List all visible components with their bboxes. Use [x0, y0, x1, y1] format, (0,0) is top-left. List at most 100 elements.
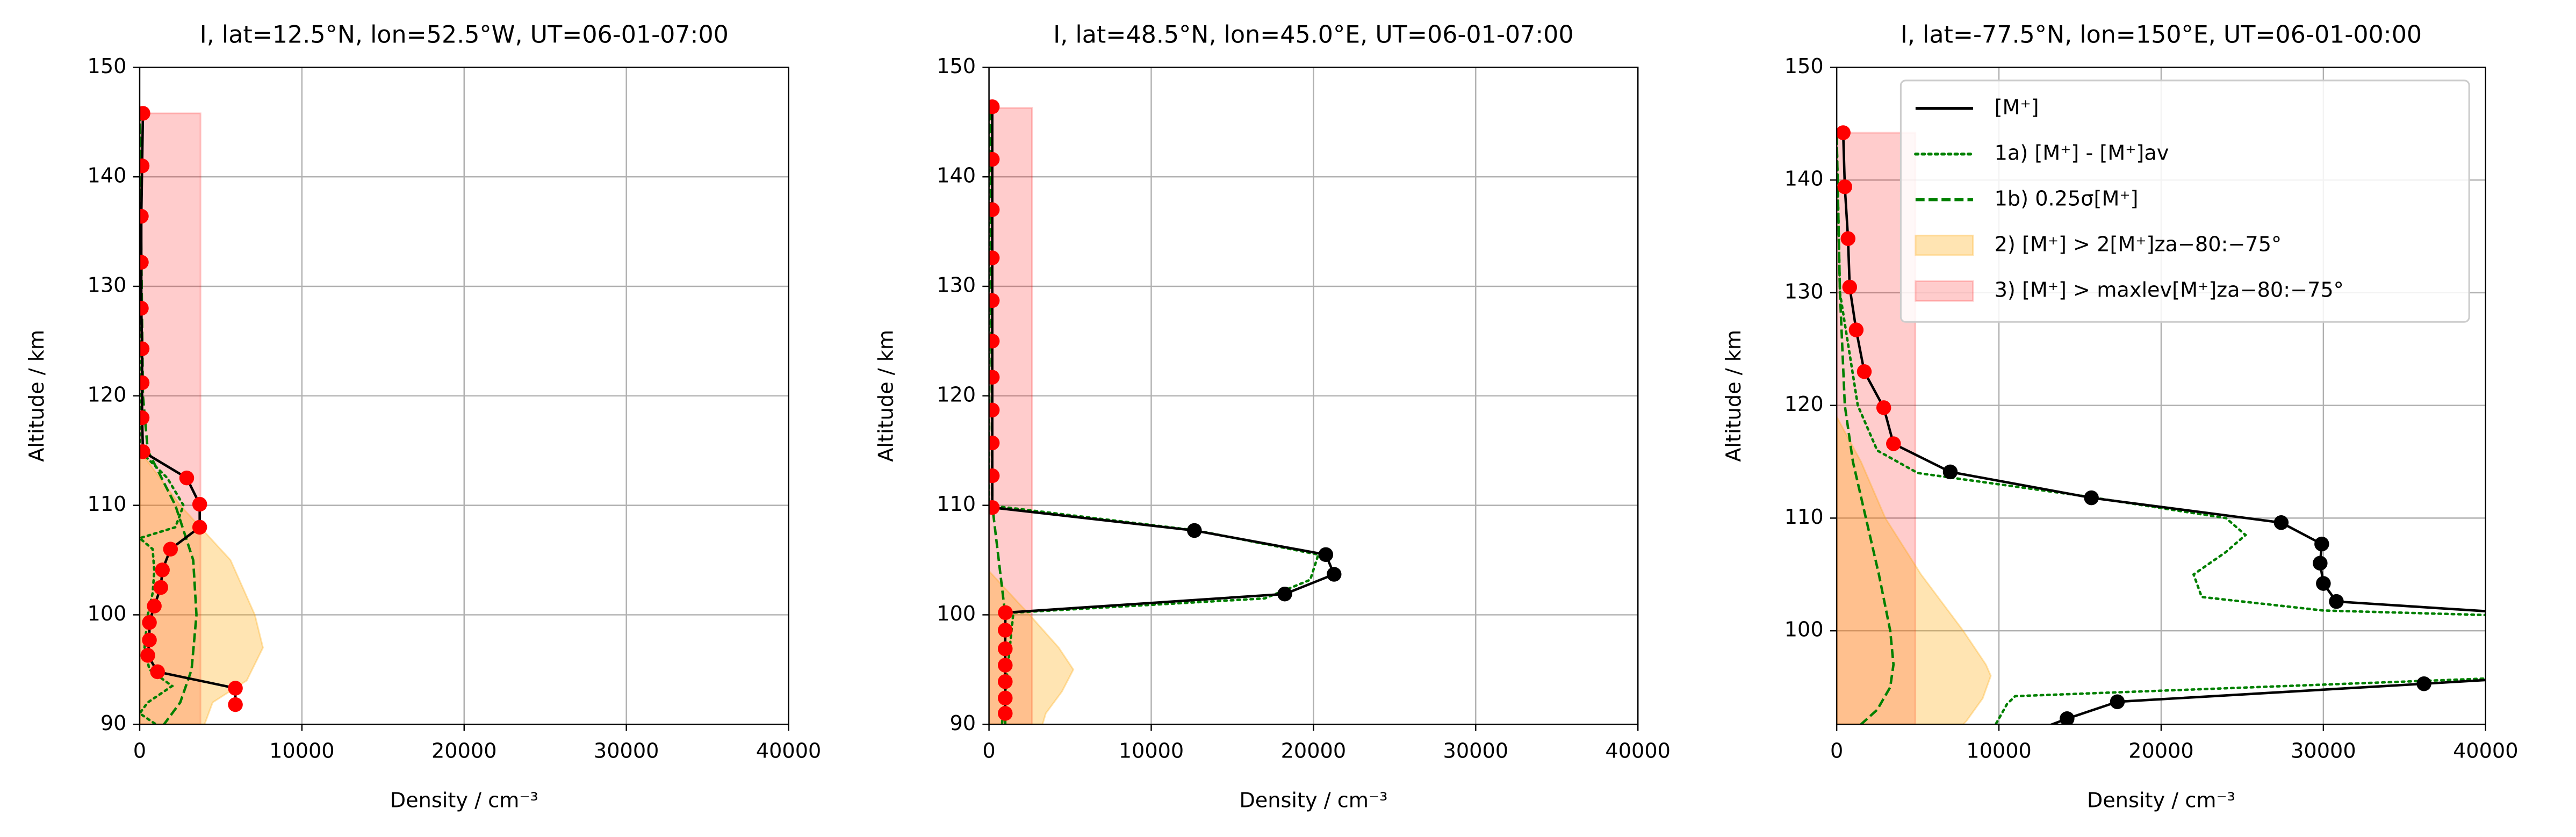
x-tick-label: 40000	[2453, 740, 2519, 763]
density-point	[989, 500, 1000, 515]
x-tick-label: 20000	[1281, 740, 1347, 763]
x-tick-label: 30000	[594, 740, 659, 763]
y-axis-label: Altitude / km	[25, 330, 49, 462]
y-tick-label: 140	[1785, 168, 1824, 191]
y-tick-label: 130	[88, 273, 127, 297]
density-point	[228, 697, 243, 712]
x-tick-label: 0	[1830, 740, 1843, 763]
density-point	[2110, 694, 2125, 710]
density-point	[142, 615, 157, 630]
y-tick-label: 110	[1785, 506, 1824, 529]
density-point	[139, 255, 149, 270]
y-tick-label: 100	[88, 602, 127, 626]
anomaly-line	[1837, 133, 2486, 725]
density-point	[192, 519, 207, 535]
density-point	[2316, 576, 2331, 591]
y-tick-label: 140	[937, 164, 976, 188]
chart-title: I, lat=-77.5°N, lon=150°E, UT=06-01-00:0…	[1901, 21, 2422, 48]
density-point	[2314, 536, 2329, 552]
subplot: I, lat=12.5°N, lon=52.5°W, UT=06-01-07:0…	[25, 21, 821, 812]
density-point	[1326, 567, 1342, 582]
y-tick-label: 130	[1785, 280, 1824, 304]
sigma-line	[1837, 135, 1895, 725]
density-point	[2084, 490, 2099, 506]
density-point	[2024, 725, 2039, 740]
density-point	[998, 623, 1013, 638]
y-tick-label: 110	[88, 493, 127, 516]
density-point	[1942, 464, 1958, 480]
density-point	[1187, 523, 1202, 538]
density-point	[2329, 594, 2344, 609]
density-point	[179, 470, 195, 486]
density-point	[150, 664, 165, 680]
density-point	[989, 99, 1000, 114]
y-tick-label: 120	[1785, 393, 1824, 416]
density-point	[147, 598, 162, 614]
density-point	[153, 580, 168, 595]
x-axis-label: Density / cm⁻³	[2087, 789, 2235, 812]
plot-area	[139, 106, 264, 725]
threshold-area	[1837, 416, 1992, 725]
x-tick-label: 40000	[756, 740, 822, 763]
density-point	[989, 202, 1000, 218]
density-point	[139, 106, 150, 121]
y-axis-label: Altitude / km	[875, 330, 898, 462]
chart-title: I, lat=12.5°N, lon=52.5°W, UT=06-01-07:0…	[200, 21, 729, 48]
density-point	[989, 334, 1000, 349]
density-point	[989, 370, 1000, 385]
y-tick-label: 100	[1785, 618, 1824, 642]
x-axis-label: Density / cm⁻³	[1239, 789, 1387, 812]
density-point	[155, 562, 170, 578]
y-axis-label: Altitude / km	[1722, 330, 1746, 462]
density-point	[989, 435, 1000, 451]
density-point	[2416, 676, 2431, 691]
legend-label: [M⁺]	[1995, 96, 2039, 119]
axes-frame	[139, 67, 789, 725]
x-tick-label: 10000	[1119, 740, 1184, 763]
density-point	[989, 250, 1000, 265]
y-tick-label: 100	[937, 602, 976, 626]
x-tick-label: 0	[982, 740, 995, 763]
y-tick-label: 150	[88, 55, 127, 78]
x-tick-label: 40000	[1605, 740, 1671, 763]
plot-area	[989, 99, 1342, 725]
chart-title: I, lat=48.5°N, lon=45.0°E, UT=06-01-07:0…	[1053, 21, 1573, 48]
density-point	[1837, 125, 1851, 140]
density-point	[142, 632, 157, 648]
density-point	[139, 158, 150, 174]
density-point	[2273, 515, 2289, 530]
legend-swatch	[1915, 234, 1974, 256]
density-point	[2060, 711, 2075, 725]
density-point	[998, 605, 1013, 620]
density-point	[139, 300, 149, 316]
legend-box	[1899, 80, 2470, 323]
density-point	[1837, 179, 1852, 194]
y-tick-label: 150	[1785, 55, 1824, 78]
y-tick-label: 120	[88, 383, 127, 407]
density-point	[1840, 231, 1856, 246]
density-point	[998, 690, 1013, 706]
density-point	[989, 151, 1000, 167]
density-point	[139, 208, 149, 224]
x-tick-label: 10000	[1966, 740, 2032, 763]
x-tick-label: 30000	[2291, 740, 2356, 763]
axes-frame	[1836, 67, 2486, 725]
legend-label: 3) [M⁺] > maxlev[M⁺]za−80:−75°	[1995, 278, 2344, 302]
threshold-area	[139, 449, 264, 725]
density-point	[2313, 555, 2328, 571]
subplot: I, lat=-77.5°N, lon=150°E, UT=06-01-00:0…	[1722, 21, 2519, 812]
density-line	[140, 113, 237, 705]
y-tick-label: 130	[937, 273, 976, 297]
density-point	[139, 375, 150, 391]
legend-label: 1a) [M⁺] - [M⁺]av	[1995, 141, 2169, 165]
density-point	[163, 542, 178, 557]
x-tick-label: 0	[133, 740, 146, 763]
density-point	[139, 341, 150, 356]
density-point	[139, 444, 150, 459]
x-tick-label: 20000	[431, 740, 497, 763]
y-tick-label: 120	[937, 383, 976, 407]
x-tick-label: 10000	[269, 740, 335, 763]
anomaly-line	[139, 110, 185, 725]
legend-label: 1b) 0.25σ[M⁺]	[1995, 187, 2139, 211]
